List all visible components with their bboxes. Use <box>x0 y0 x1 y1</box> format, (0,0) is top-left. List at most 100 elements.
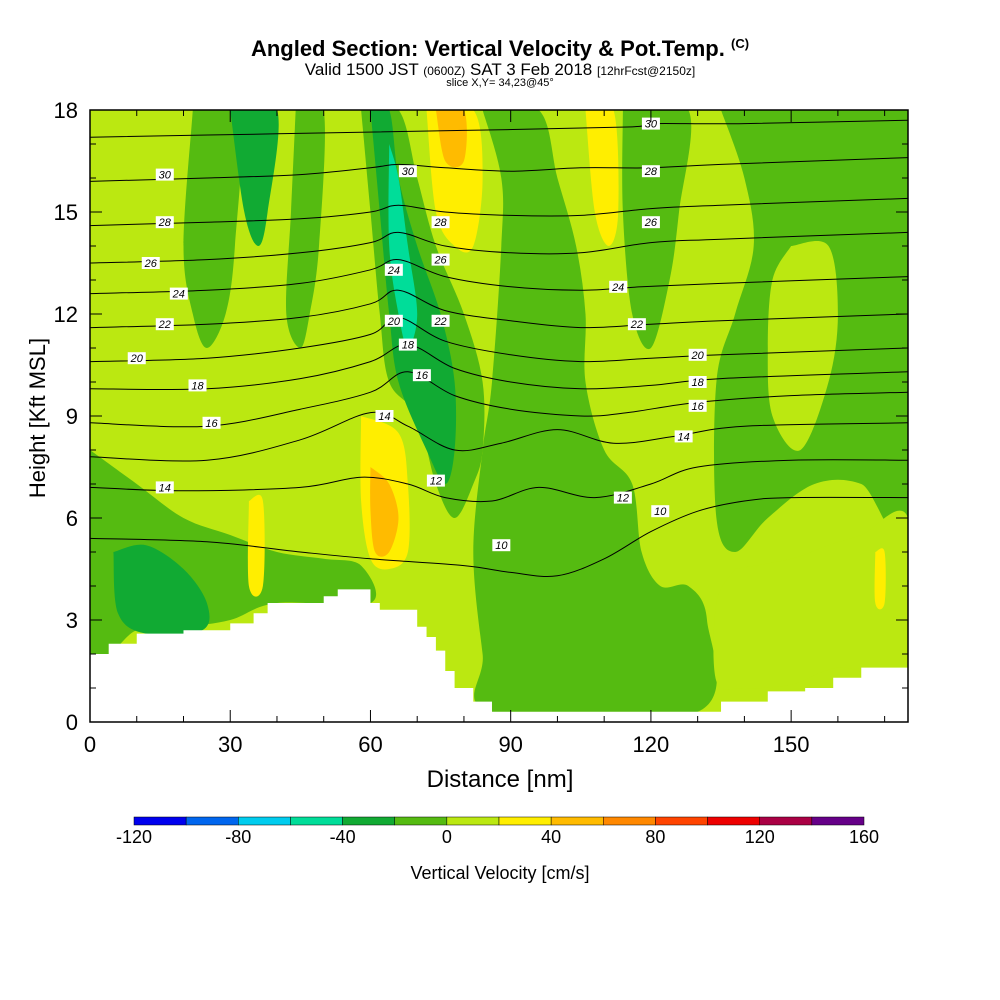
isentrope-label: 12 <box>430 476 442 488</box>
y-tick-label: 3 <box>66 608 78 633</box>
velocity-region <box>473 110 717 722</box>
isentrope-label-box <box>641 117 660 130</box>
y-axis-label: Height [Kft MSL] <box>25 337 50 499</box>
isentrope-label-box <box>674 430 693 443</box>
isentrope-line-16 <box>90 371 908 428</box>
colorbar-swatch <box>185 816 239 826</box>
isentrope-line-26 <box>90 231 908 264</box>
colorbar-swatch <box>394 816 448 826</box>
isentrope-label-box <box>426 474 445 487</box>
isentrope-label-box <box>688 399 707 412</box>
isentrope-label-box <box>155 481 174 494</box>
x-tick-label: 90 <box>498 732 522 757</box>
isentrope-label: 18 <box>191 380 204 392</box>
isentrope-label: 26 <box>644 217 658 229</box>
isentrope-label-box <box>155 318 174 331</box>
colorbar-swatch <box>707 816 760 826</box>
isentrope-label: 30 <box>645 119 658 131</box>
y-tick-label: 0 <box>66 710 78 735</box>
chart-subtitle: Valid 1500 JST (0600Z) SAT 3 Feb 2018 [1… <box>304 60 696 79</box>
velocity-region <box>622 110 692 350</box>
isentrope-line-30 <box>90 157 908 182</box>
colorbar-tick-label: -120 <box>116 827 152 847</box>
velocity-region <box>247 494 265 597</box>
velocity-region <box>370 467 399 557</box>
subtitle-forecast: [12hrFcst@2150z] <box>596 64 696 78</box>
isentrope-label: 20 <box>691 350 705 362</box>
colorbar-swatch <box>290 816 343 826</box>
isentrope-label: 12 <box>617 493 629 505</box>
isentrope-label: 16 <box>205 418 218 430</box>
isentrope-label: 16 <box>416 370 429 382</box>
isentrope-label: 30 <box>402 166 415 178</box>
colorbar-tick-label: 0 <box>442 827 452 847</box>
colorbar-tick-label: 120 <box>745 827 775 847</box>
isentrope-label-box <box>384 263 403 276</box>
isentrope-label-box <box>127 352 146 365</box>
isentrope-labels: 3028262422201816143028262422201816141210… <box>127 117 707 552</box>
y-tick-label: 9 <box>66 404 78 429</box>
isentrope-label-box <box>375 410 394 422</box>
x-tick-label: 60 <box>358 732 382 757</box>
colorbar-label: Vertical Velocity [cm/s] <box>410 863 590 883</box>
velocity-region <box>113 544 210 636</box>
isentrope-label-box <box>641 216 660 229</box>
velocity-region <box>230 110 279 246</box>
colorbar-swatch <box>446 816 500 826</box>
isentrope-line-14 <box>90 411 908 462</box>
x-axis-label: Distance [nm] <box>426 766 574 793</box>
isentrope-label: 28 <box>433 217 447 229</box>
isentrope-line-22 <box>90 289 908 329</box>
terrain-mask <box>90 589 908 722</box>
theta-isentropes <box>90 119 908 577</box>
y-tick-label: 18 <box>54 98 78 123</box>
isentrope-label-box <box>627 318 646 331</box>
velocity-region <box>388 144 418 348</box>
isentrope-label: 18 <box>402 340 415 352</box>
velocity-region <box>585 110 619 246</box>
colorbar-swatch <box>603 816 656 826</box>
isentrope-label-box <box>202 416 221 429</box>
isentrope-label: 14 <box>378 411 390 423</box>
colorbar-tick-label: 40 <box>541 827 561 847</box>
isentrope-label: 26 <box>433 255 447 267</box>
colorbar-tick-label: 160 <box>849 827 879 847</box>
x-tick-label: 120 <box>633 732 670 757</box>
velocity-region <box>713 510 908 690</box>
isentrope-label: 22 <box>158 319 171 331</box>
colorbar-swatch <box>498 816 552 826</box>
isentrope-label: 22 <box>630 319 643 331</box>
title-unit: (C) <box>731 36 750 51</box>
isentrope-label: 28 <box>158 217 172 229</box>
colorbar-tick-label: -40 <box>330 827 356 847</box>
isentrope-label-box <box>188 379 207 392</box>
isentrope-label-box <box>431 253 450 266</box>
isentrope-label: 10 <box>495 540 508 552</box>
isentrope-label: 22 <box>433 316 446 328</box>
isentrope-line-28 <box>90 197 908 227</box>
colorbar: -120 -80 -40 0 40 80 120 160 <box>116 816 879 847</box>
subtitle-zulu: (0600Z) <box>423 64 466 78</box>
x-tick-label: 0 <box>84 732 96 757</box>
isentrope-label-box <box>398 338 417 351</box>
colorbar-swatch <box>811 816 865 826</box>
isentrope-label-box <box>169 287 188 300</box>
isentrope-label: 20 <box>130 353 144 365</box>
colorbar-swatch <box>655 816 708 826</box>
isentrope-label: 24 <box>172 289 185 301</box>
isentrope-label: 26 <box>144 258 158 270</box>
velocity-region <box>874 548 886 610</box>
chart-title: Angled Section: Vertical Velocity & Pot.… <box>250 36 750 61</box>
isentrope-label-box <box>412 369 431 382</box>
isentrope-label: 16 <box>692 401 705 413</box>
isentrope-label: 30 <box>159 170 172 182</box>
isentrope-label: 18 <box>692 377 705 389</box>
slice-label: slice X,Y= 34,23@45° <box>446 77 554 89</box>
isentrope-label: 24 <box>387 265 400 277</box>
isentrope-label-box <box>641 165 660 178</box>
terrain <box>90 589 908 722</box>
isentrope-label-box <box>384 314 403 327</box>
isentrope-label-box <box>431 216 450 229</box>
colorbar-swatch <box>550 816 604 826</box>
